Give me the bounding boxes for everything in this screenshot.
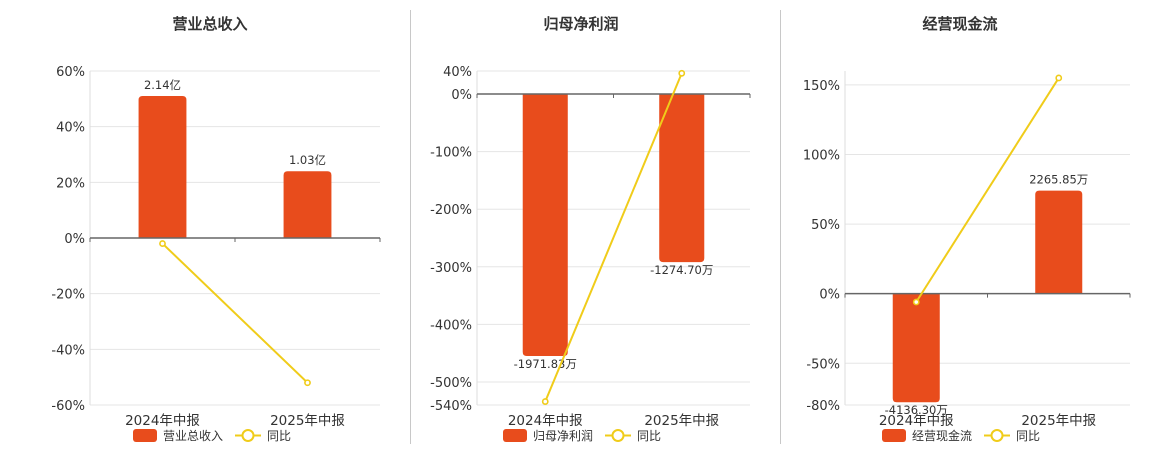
y-tick-label: 150% (803, 79, 840, 94)
y-tick-label: 40% (56, 121, 85, 136)
chart-title: 归母净利润 (543, 15, 618, 33)
y-tick-label: -40% (51, 343, 85, 358)
chart-title: 营业总收入 (172, 15, 247, 33)
x-category-label: 2025年中报 (270, 413, 345, 429)
bar (283, 171, 332, 238)
bar (1035, 190, 1083, 294)
y-tick-label: -200% (430, 203, 472, 218)
legend-bar-swatch (133, 429, 157, 442)
yoy-point (1055, 74, 1063, 82)
cash-flow-chart-panel: 经营现金流 150% 100% 50% 0% -50% -80% -4136.30万 2265.… (781, 0, 1160, 450)
yoy-point (159, 240, 166, 247)
bar-value-label: 2.14亿 (144, 78, 181, 92)
yoy-line (915, 77, 1060, 303)
legend-bar-label: 营业总收入 (163, 429, 223, 443)
legend-line-marker (990, 429, 1004, 442)
y-tick-label: -100% (430, 146, 472, 161)
legend-line-label: 同比 (637, 429, 661, 443)
y-tick-label: -20% (51, 288, 85, 303)
y-tick-label: -400% (430, 318, 472, 333)
x-category-label: 2025年中报 (1021, 413, 1096, 429)
y-tick-label: -80% (806, 399, 840, 414)
bar (138, 96, 187, 238)
y-tick-label: -50% (806, 357, 840, 372)
bar (892, 293, 940, 403)
bar-value-label: -1274.70万 (650, 263, 713, 277)
y-tick-label: -500% (430, 376, 472, 391)
legend-bar-label: 归母净利润 (533, 429, 593, 443)
net-profit-chart: 归母净利润 40% 0% -100% -200% -300% -400% -500% -540%… (430, 15, 751, 443)
legend-line-marker (241, 429, 255, 442)
yoy-point (912, 298, 920, 306)
bar-value-label: 1.03亿 (289, 153, 326, 167)
y-tick-label: -540% (430, 399, 472, 414)
cash-flow-chart: 经营现金流 150% 100% 50% 0% -50% -80% -4136.30万 2265.… (803, 15, 1131, 443)
x-category-label: 2024年中报 (879, 413, 954, 429)
legend-line-marker (611, 429, 625, 442)
yoy-line (161, 242, 309, 384)
y-tick-label: 40% (443, 65, 472, 80)
y-tick-label: -60% (51, 399, 85, 414)
panel-divider (410, 10, 411, 444)
panel-divider (780, 10, 781, 444)
bar-value-label: -4136.30万 (885, 403, 948, 417)
legend-bar-swatch (503, 429, 527, 442)
legend-bar-swatch (882, 429, 906, 442)
net-profit-chart-panel: 归母净利润 40% 0% -100% -200% -300% -400% -500% -540%… (411, 0, 780, 450)
x-category-label: 2024年中报 (125, 413, 200, 429)
bar (659, 94, 705, 263)
y-tick-label: 50% (811, 218, 840, 233)
yoy-point (541, 398, 549, 405)
y-tick-label: 0% (819, 288, 840, 303)
legend-line-label: 同比 (267, 429, 291, 443)
yoy-line (544, 72, 683, 402)
x-category-label: 2024年中报 (508, 413, 583, 429)
yoy-point (304, 379, 311, 387)
bar-value-label: -1971.83万 (514, 357, 577, 371)
revenue-chart-panel: 营业总收入 60% 40% 20% 0% -20% -40% -60% 2.14亿 1.03亿 20… (0, 0, 405, 450)
y-tick-label: 0% (451, 88, 472, 103)
chart-title: 经营现金流 (922, 15, 997, 33)
revenue-chart: 营业总收入 60% 40% 20% 0% -20% -40% -60% 2.14亿 1.03亿 20… (51, 15, 381, 443)
y-tick-label: 60% (56, 65, 85, 80)
y-tick-label: 20% (56, 176, 85, 191)
x-category-label: 2025年中报 (644, 413, 719, 429)
legend-line-label: 同比 (1016, 429, 1040, 443)
legend-bar-label: 经营现金流 (912, 428, 972, 443)
y-tick-label: 0% (64, 232, 85, 247)
bar-value-label: 2265.85万 (1029, 173, 1088, 187)
yoy-point (678, 69, 686, 77)
bar (522, 94, 568, 357)
y-tick-label: 100% (803, 149, 840, 164)
y-tick-label: -300% (430, 261, 472, 276)
